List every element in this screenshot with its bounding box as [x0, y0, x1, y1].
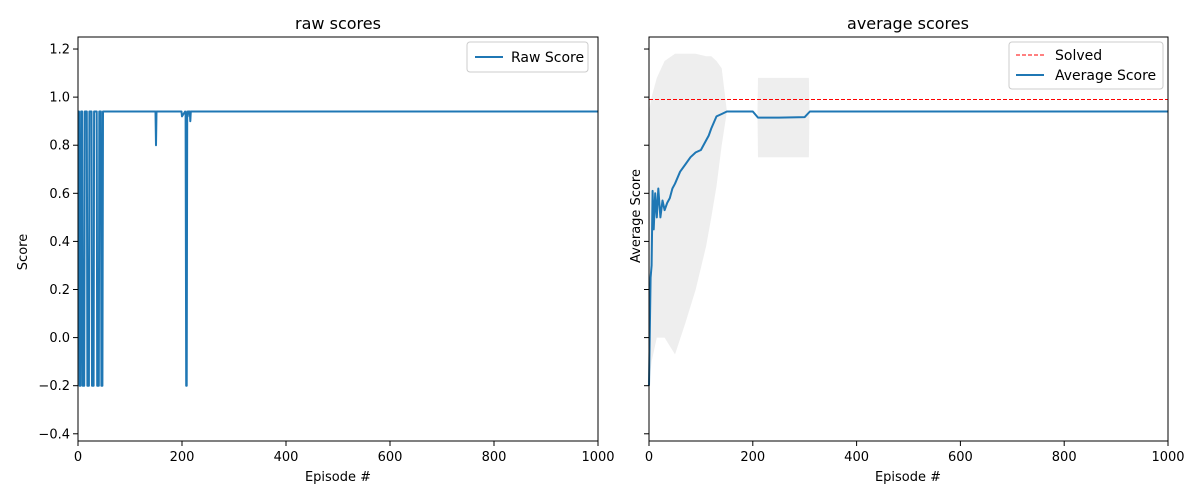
legend-solved-label: Solved — [1055, 48, 1102, 64]
raw-score-line — [78, 110, 598, 387]
x-tick-label: 600 — [948, 450, 973, 465]
average-score-line — [648, 110, 1168, 386]
average-scores-panel: 0 200 400 600 800 1000 average scores Episode… — [629, 14, 1185, 485]
y-tick-label: 0.0 — [49, 331, 70, 346]
x-tick-label: 400 — [274, 450, 299, 465]
average-scores-ylabel: Average Score — [629, 169, 644, 263]
y-tick-label: −0.2 — [38, 379, 70, 394]
x-tick-label: 0 — [74, 450, 82, 465]
average-scores-xlabel: Episode # — [875, 470, 941, 485]
x-tick-label: 1000 — [581, 450, 614, 465]
y-tick-label: 0.4 — [49, 235, 70, 250]
raw-scores-ylabel: Score — [16, 234, 31, 270]
y-tick-label: 1.0 — [49, 91, 70, 106]
legend-average-score-label: Average Score — [1055, 68, 1156, 84]
x-tick-label: 400 — [844, 450, 869, 465]
y-tick-label: −0.4 — [38, 427, 70, 442]
x-tick-label: 800 — [1052, 450, 1077, 465]
legend-raw-score-label: Raw Score — [511, 50, 584, 66]
raw-scores-xlabel: Episode # — [305, 470, 371, 485]
plot-frame — [648, 36, 1169, 442]
raw-scores-legend: Raw Score — [466, 41, 589, 73]
x-tick-label: 1000 — [1151, 450, 1184, 465]
x-tick-label: 200 — [740, 450, 765, 465]
x-tick-label: 800 — [482, 450, 507, 465]
std-band — [649, 53, 1168, 386]
x-tick-label: 600 — [378, 450, 403, 465]
raw-scores-title: raw scores — [295, 14, 381, 33]
y-tick-label: 1.2 — [49, 43, 70, 58]
y-tick-label: 0.6 — [49, 187, 70, 202]
average-scores-legend: Solved Average Score — [1008, 41, 1164, 90]
legend-box — [466, 41, 589, 73]
x-tick-label: 200 — [170, 450, 195, 465]
y-tick-label: 0.8 — [49, 139, 70, 154]
legend-box — [1008, 41, 1164, 90]
plot-frame — [77, 36, 599, 442]
average-scores-title: average scores — [847, 14, 969, 33]
x-tick-label: 0 — [645, 450, 653, 465]
y-tick-label: 0.2 — [49, 283, 70, 298]
raw-scores-panel: 0 200 400 600 800 1000 −0.4 −0.2 0.0 0.2 0.4 0.6 0.8… — [16, 14, 615, 485]
